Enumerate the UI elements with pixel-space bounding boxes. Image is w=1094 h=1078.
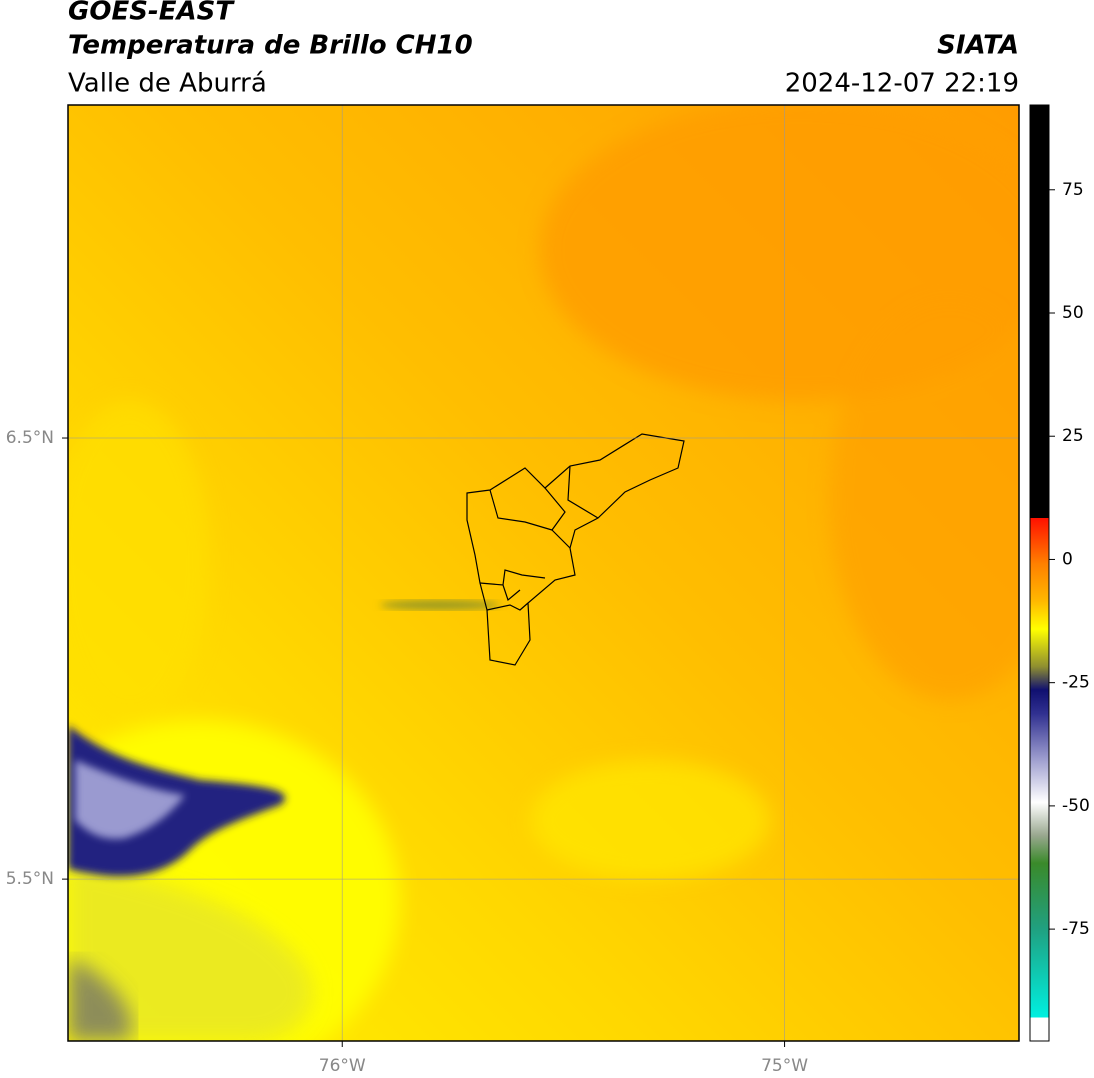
colorbar-label: -75 xyxy=(1062,919,1090,939)
colorbar-label: 0 xyxy=(1062,549,1073,569)
title-line: Temperatura de Brillo CH10 xyxy=(68,31,473,61)
x-tick-label: 76°W xyxy=(319,1056,366,1076)
colorbar-label: -50 xyxy=(1062,796,1090,816)
y-tick-label: 5.5°N xyxy=(6,869,54,889)
timestamp: 2024-12-07 22:19 xyxy=(785,69,1019,99)
map-field xyxy=(68,105,1019,1041)
title-line: GOES-EAST xyxy=(68,0,235,27)
colorbar-label: 75 xyxy=(1062,180,1084,200)
colorbar-label: 25 xyxy=(1062,426,1084,446)
agency: SIATA xyxy=(937,31,1019,61)
grid xyxy=(68,105,1019,1041)
colorbar-label: -25 xyxy=(1062,673,1090,693)
x-tick-label: 75°W xyxy=(761,1056,808,1076)
map-frame xyxy=(67,104,1020,1042)
colorbar xyxy=(1029,104,1050,1042)
colorbar-label: 50 xyxy=(1062,303,1084,323)
y-tick-label: 6.5°N xyxy=(6,428,54,448)
subtitle: Valle de Aburrá xyxy=(68,69,267,99)
